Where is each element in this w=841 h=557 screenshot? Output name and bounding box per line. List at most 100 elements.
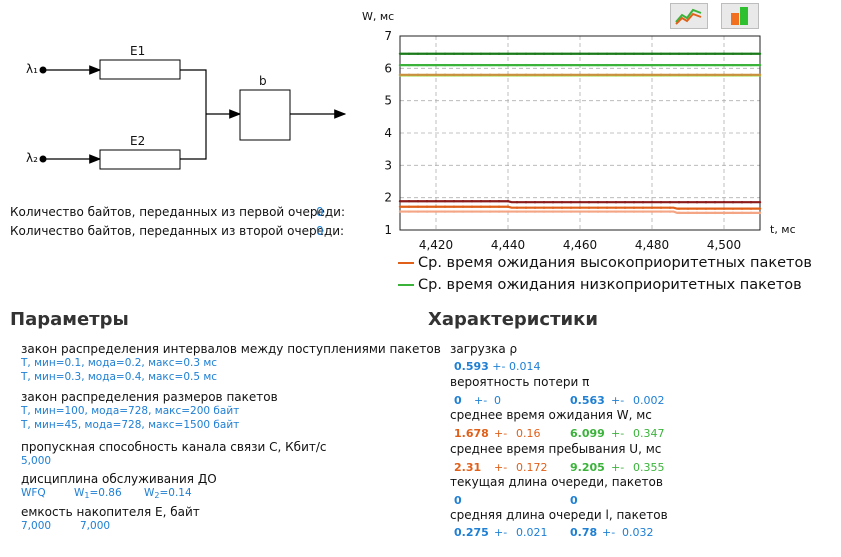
series-point-6 xyxy=(578,210,582,213)
char-avgq-2-err: 0.032 xyxy=(622,526,654,539)
char-load-1: 0.593 xyxy=(454,360,489,373)
series-point-4 xyxy=(497,73,501,76)
series-point-6 xyxy=(542,210,546,213)
param-buffer-2: 7,000 xyxy=(80,520,111,532)
series-point-2 xyxy=(749,52,753,55)
char-stay-2-pm: +- xyxy=(611,461,625,474)
series-point-5 xyxy=(506,200,510,203)
series-point-2 xyxy=(713,52,717,55)
legend-label-low: Ср. время ожидания низкоприоритетных пак… xyxy=(418,277,802,293)
x-tick-label: 4,440 xyxy=(491,238,525,252)
series-point-2 xyxy=(596,52,600,55)
b-label: b xyxy=(259,74,267,88)
char-loss-1: 0 xyxy=(454,394,462,407)
series-point-1 xyxy=(470,63,474,67)
series-point-6 xyxy=(425,210,429,213)
plot-frame xyxy=(399,35,761,231)
series-point-4 xyxy=(461,73,465,76)
series-point-2 xyxy=(677,52,681,55)
series-point-2 xyxy=(443,52,447,55)
legend-label-high: Ср. время ожидания высокоприоритетных па… xyxy=(418,255,812,271)
series-point-1 xyxy=(623,63,627,67)
lambda1-source xyxy=(39,65,102,75)
char-wait-2-err: 0.347 xyxy=(633,427,665,440)
series-point-1 xyxy=(515,63,519,67)
series-point-2 xyxy=(416,52,420,55)
char-wait-1-pm: +- xyxy=(494,427,508,440)
chart-xlabel: t, мс xyxy=(770,223,796,236)
series-point-5 xyxy=(497,200,501,203)
series-point-5 xyxy=(434,200,438,203)
series-point-2 xyxy=(542,52,546,55)
y-tick-label: 1 xyxy=(384,223,392,237)
series-point-0 xyxy=(506,205,510,208)
series-point-4 xyxy=(704,73,708,76)
char-avgq-2-pm: +- xyxy=(602,526,616,539)
series-point-4 xyxy=(623,73,627,76)
char-queue-row: 0 0 xyxy=(454,494,754,507)
param-discipline-label: дисциплина обслуживания ДО xyxy=(21,472,217,486)
series-point-5 xyxy=(443,200,447,203)
series-point-5 xyxy=(416,200,420,203)
waiting-time-chart: 1 2 3 4 5 6 7 4,420 4,440 4,460 4,480 4,500 t, мс xyxy=(384,29,796,252)
series-point-4 xyxy=(659,73,663,76)
series-point-0 xyxy=(524,206,528,209)
line-chart-button[interactable] xyxy=(670,3,708,29)
series-point-0 xyxy=(758,207,762,210)
series-point-1 xyxy=(506,63,510,67)
bytes-second-label: Количество байтов, переданных из второй … xyxy=(10,224,345,238)
param-w2: W2=0.14 xyxy=(144,487,192,500)
series-point-4 xyxy=(632,73,636,76)
chart-ylabel: W, мс xyxy=(362,10,395,23)
series-point-5 xyxy=(668,200,672,204)
series-point-0 xyxy=(677,207,681,210)
param-size-2: T, мин=45, мода=728, макс=1500 байт xyxy=(21,419,240,431)
y-tick-label: 3 xyxy=(384,158,392,172)
series-point-2 xyxy=(632,52,636,55)
series-point-5 xyxy=(587,200,591,204)
series-point-6 xyxy=(434,210,438,213)
series-point-6 xyxy=(416,210,420,213)
series-point-5 xyxy=(758,200,762,204)
char-wait-1: 1.678 xyxy=(454,427,489,440)
series-point-0 xyxy=(551,206,555,209)
param-buffer-label: емкость накопителя E, байт xyxy=(21,505,200,519)
y-tick-label: 5 xyxy=(384,94,392,108)
series-point-1 xyxy=(524,63,528,67)
series-point-0 xyxy=(479,205,483,208)
char-queue-label: текущая длина очереди, пакетов xyxy=(450,475,663,489)
series-point-5 xyxy=(605,200,609,204)
char-stay-1: 2.31 xyxy=(454,461,482,474)
series-point-1 xyxy=(398,63,402,67)
series-point-5 xyxy=(515,200,519,204)
series-point-1 xyxy=(425,63,429,67)
series-point-4 xyxy=(407,73,411,76)
series-point-2 xyxy=(452,52,456,55)
series-point-5 xyxy=(569,200,573,204)
bytes-first-label: Количество байтов, переданных из первой … xyxy=(10,205,345,219)
e2-label: E2 xyxy=(130,134,146,148)
char-stay-2-err: 0.355 xyxy=(633,461,665,474)
series-point-2 xyxy=(668,52,672,55)
series-point-4 xyxy=(560,73,564,76)
bar-chart-icon xyxy=(731,7,748,25)
param-size-law: закон распределения размеров пакетов xyxy=(21,390,278,404)
series-point-6 xyxy=(650,210,654,213)
series-point-1 xyxy=(578,63,582,67)
bar-chart-button[interactable] xyxy=(721,3,759,29)
series-point-4 xyxy=(416,73,420,76)
series-point-4 xyxy=(605,73,609,76)
series-point-5 xyxy=(632,200,636,204)
char-wait-2-pm: +- xyxy=(611,427,625,440)
series-point-5 xyxy=(398,200,402,203)
series-point-1 xyxy=(695,63,699,67)
series-point-0 xyxy=(569,206,573,209)
series-point-0 xyxy=(623,206,627,209)
series-point-6 xyxy=(713,211,717,215)
series-point-1 xyxy=(713,63,717,67)
series-point-5 xyxy=(551,200,555,204)
series-point-2 xyxy=(515,52,519,55)
series-point-1 xyxy=(434,63,438,67)
series-point-6 xyxy=(704,211,708,215)
char-wait-1-err: 0.16 xyxy=(516,427,541,440)
